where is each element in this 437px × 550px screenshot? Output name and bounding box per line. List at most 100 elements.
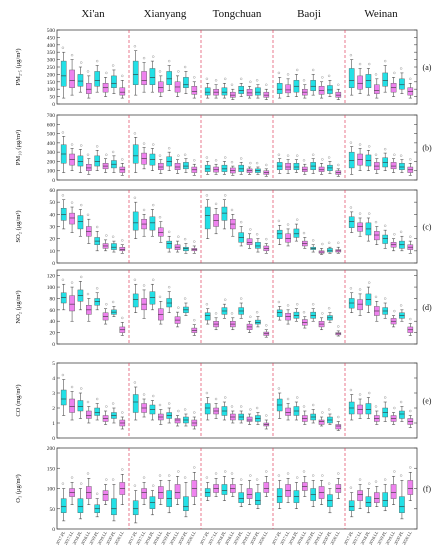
- outlier-point: [205, 77, 209, 81]
- outlier-point: [80, 275, 83, 279]
- outlier-point: [142, 476, 146, 479]
- outlier-point: [383, 59, 387, 63]
- outlier-point: [302, 159, 306, 162]
- box: [318, 419, 325, 425]
- box: [204, 164, 211, 172]
- outlier-point: [358, 288, 362, 291]
- outlier-point: [183, 476, 187, 479]
- outlier-point: [183, 237, 187, 241]
- x-tick-label: 2018.PL: [288, 530, 299, 546]
- outlier-point: [177, 235, 180, 238]
- outlier-point: [286, 397, 290, 401]
- x-tick-label: 2018.LL: [224, 530, 236, 546]
- y-tick-label: 100: [47, 285, 56, 291]
- box: [399, 410, 405, 419]
- box: [276, 488, 283, 503]
- box: [327, 248, 333, 253]
- outlier-point: [255, 406, 259, 410]
- outlier-point: [368, 281, 371, 284]
- y-axis-label: O₃ (μg/m³): [15, 474, 22, 502]
- outlier-point: [224, 396, 227, 399]
- outlier-point: [111, 235, 115, 238]
- outlier-point: [349, 206, 353, 209]
- outlier-point: [70, 385, 74, 389]
- outlier-point: [224, 156, 227, 159]
- outlier-point: [296, 476, 299, 479]
- outlier-point: [214, 159, 218, 162]
- box: [191, 86, 198, 95]
- outlier-point: [374, 153, 378, 156]
- box: [94, 71, 100, 87]
- y-tick-label: 20: [50, 237, 56, 243]
- x-tick-label: 2020.PL: [393, 530, 404, 546]
- outlier-point: [368, 391, 371, 395]
- outlier-point: [399, 400, 403, 404]
- outlier-point: [61, 46, 65, 49]
- outlier-point: [277, 71, 281, 75]
- outlier-point: [393, 233, 396, 236]
- outlier-point: [393, 309, 396, 313]
- box: [382, 492, 388, 507]
- city-title: Xi'an: [81, 8, 105, 20]
- box: [285, 233, 291, 243]
- outlier-point: [265, 237, 268, 241]
- outlier-point: [121, 239, 124, 242]
- box: [255, 242, 261, 249]
- outlier-point: [158, 70, 162, 73]
- box: [60, 498, 67, 514]
- outlier-point: [296, 68, 299, 72]
- x-tick-label: 2020.PL: [321, 530, 332, 546]
- y-tick-label: 0: [52, 342, 55, 348]
- box: [374, 84, 380, 94]
- outlier-point: [230, 208, 234, 212]
- outlier-point: [265, 414, 268, 417]
- y-tick-label: 400: [47, 141, 56, 147]
- box: [149, 216, 156, 231]
- outlier-point: [374, 480, 378, 483]
- box: [374, 492, 380, 503]
- outlier-point: [327, 241, 331, 245]
- outlier-point: [95, 287, 99, 290]
- outlier-point: [224, 77, 227, 81]
- outlier-point: [265, 324, 268, 327]
- panel-label: (d): [422, 303, 432, 312]
- outlier-point: [286, 73, 290, 76]
- outlier-point: [61, 482, 65, 485]
- outlier-point: [255, 79, 259, 82]
- outlier-point: [358, 62, 362, 66]
- outlier-point: [368, 145, 371, 148]
- box: [60, 292, 67, 304]
- outlier-point: [121, 468, 124, 471]
- panel-label: (a): [423, 63, 432, 72]
- box: [158, 163, 164, 170]
- x-tick-label: 2017.PL: [343, 530, 354, 546]
- box: [407, 480, 414, 495]
- outlier-point: [399, 474, 403, 477]
- outlier-point: [230, 312, 234, 315]
- outlier-point: [409, 466, 412, 469]
- outlier-point: [383, 147, 387, 151]
- outlier-point: [121, 411, 124, 414]
- x-tick-label: 2017.PL: [55, 530, 66, 546]
- y-tick-label: 100: [47, 487, 56, 493]
- outlier-point: [224, 194, 227, 197]
- outlier-point: [311, 239, 315, 242]
- box: [348, 68, 355, 88]
- outlier-point: [70, 281, 74, 284]
- box: [335, 91, 342, 98]
- box: [238, 492, 244, 503]
- city-title: Tongchuan: [213, 8, 262, 20]
- outlier-point: [167, 474, 171, 477]
- box: [111, 498, 117, 516]
- box: [158, 227, 164, 237]
- outlier-point: [158, 295, 162, 299]
- box: [318, 166, 325, 172]
- outlier-point: [177, 470, 180, 473]
- outlier-point: [327, 408, 331, 411]
- box: [399, 496, 405, 514]
- outlier-point: [177, 409, 180, 413]
- y-tick-label: 150: [47, 80, 56, 86]
- outlier-point: [183, 297, 187, 300]
- outlier-point: [86, 472, 90, 475]
